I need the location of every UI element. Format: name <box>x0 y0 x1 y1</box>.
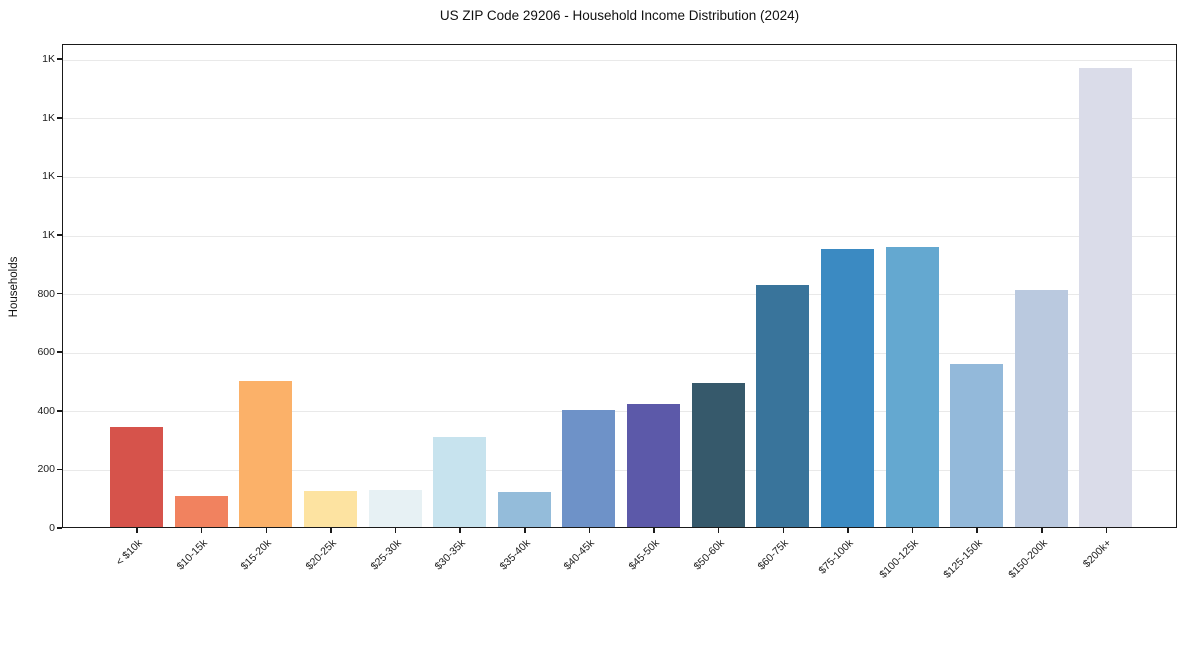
gridline <box>63 118 1176 120</box>
x-tick-label: $20-25k <box>303 537 339 573</box>
x-tick-label: $60-75k <box>755 537 792 573</box>
y-tick-mark <box>57 58 62 60</box>
x-tick-label: $40-45k <box>561 537 598 573</box>
y-tick-label: 800 <box>37 287 55 300</box>
y-tick-mark <box>57 175 62 178</box>
bar-$20-25k <box>303 490 357 527</box>
y-tick-mark <box>57 234 62 236</box>
x-tick-mark <box>1105 528 1108 533</box>
y-tick-label: 200 <box>37 463 55 476</box>
gridline <box>63 235 1176 237</box>
x-tick-label: $15-20k <box>238 537 275 573</box>
x-tick-mark <box>976 528 978 533</box>
bar-$30-35k <box>433 436 487 527</box>
y-tick-label: 600 <box>37 346 55 359</box>
y-tick-mark <box>57 468 62 471</box>
y-tick-mark <box>57 410 62 412</box>
bar-$150-200k <box>1014 290 1068 527</box>
x-tick-label: $50-60k <box>691 537 727 573</box>
x-tick-mark <box>394 528 397 533</box>
y-tick-mark <box>57 527 62 529</box>
bar-$10-15k <box>174 496 228 527</box>
x-tick-mark <box>847 528 849 533</box>
bar-$35-40k <box>497 491 551 527</box>
x-tick-mark <box>330 528 332 533</box>
x-tick-mark <box>588 528 591 533</box>
bar-$100-125k <box>885 246 939 527</box>
gridline <box>63 59 1176 61</box>
bar-$200k+ <box>1079 68 1133 527</box>
x-tick-label: $35-40k <box>497 537 533 573</box>
y-tick-label: 400 <box>37 404 55 417</box>
gridline <box>63 176 1176 178</box>
bar-$125-150k <box>950 363 1004 527</box>
bar-$15-20k <box>239 381 293 527</box>
x-tick-mark <box>524 528 526 533</box>
x-tick-label: < $10k <box>113 537 145 569</box>
bar-$25-30k <box>368 490 422 527</box>
gridline <box>63 352 1176 354</box>
x-tick-label: $75-100k <box>816 537 856 577</box>
y-tick-mark <box>57 292 62 295</box>
x-tick-mark <box>265 528 267 533</box>
gridline <box>63 294 1176 296</box>
y-tick-label: 1K <box>42 170 55 183</box>
y-tick-label: 1K <box>42 111 55 124</box>
gridline <box>63 411 1176 413</box>
x-tick-mark <box>136 528 138 533</box>
x-tick-label: $200k+ <box>1081 537 1115 571</box>
x-tick-label: $30-35k <box>432 537 468 573</box>
y-tick-label: 1K <box>42 229 55 242</box>
x-tick-mark <box>653 528 655 533</box>
x-tick-label: $10-15k <box>174 537 210 573</box>
x-tick-mark <box>459 528 461 533</box>
chart-figure: US ZIP Code 29206 - Household Income Dis… <box>8 8 1177 581</box>
x-tick-label: $45-50k <box>626 537 662 573</box>
plot-area <box>62 44 1177 528</box>
bar-$40-45k <box>562 410 616 527</box>
x-tick-label: $100-125k <box>876 537 921 581</box>
chart-title: US ZIP Code 29206 - Household Income Dis… <box>439 8 800 23</box>
x-tick-label: $125-150k <box>941 537 985 581</box>
x-tick-mark <box>200 528 203 533</box>
bar-$75-100k <box>820 249 874 527</box>
bar-$50-60k <box>691 383 745 527</box>
y-tick-mark <box>57 351 62 353</box>
y-tick-label: 1K <box>42 53 55 66</box>
y-tick-mark <box>57 117 62 119</box>
gridline <box>63 469 1176 471</box>
bar-$45-50k <box>627 403 681 527</box>
x-tick-mark <box>782 528 785 533</box>
bar-< $10k <box>110 427 163 527</box>
x-tick-mark <box>911 528 914 533</box>
x-tick-label: $150-200k <box>1006 537 1050 581</box>
y-tick-label: 0 <box>49 522 55 534</box>
x-tick-label: $25-30k <box>367 537 404 573</box>
x-tick-mark <box>717 528 720 533</box>
x-tick-mark <box>1041 528 1043 533</box>
bar-$60-75k <box>756 284 810 527</box>
